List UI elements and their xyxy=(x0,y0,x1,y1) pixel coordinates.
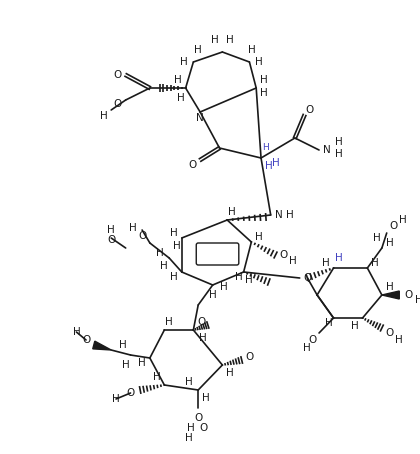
Text: H: H xyxy=(165,317,173,327)
Text: H: H xyxy=(202,393,210,403)
Text: O: O xyxy=(114,99,122,109)
Text: O: O xyxy=(194,413,202,423)
Text: H: H xyxy=(386,238,394,248)
Text: O: O xyxy=(126,388,135,398)
Text: H: H xyxy=(228,207,236,217)
Polygon shape xyxy=(382,291,399,299)
Text: H: H xyxy=(220,282,228,292)
Text: H: H xyxy=(386,282,394,292)
Text: H: H xyxy=(185,433,192,443)
Text: O: O xyxy=(245,352,254,362)
Text: H: H xyxy=(302,343,310,353)
Text: H: H xyxy=(235,272,243,282)
FancyBboxPatch shape xyxy=(196,243,239,265)
Text: H: H xyxy=(395,335,403,345)
Text: H: H xyxy=(153,372,160,382)
Text: H: H xyxy=(262,143,269,153)
Text: H: H xyxy=(260,75,268,85)
Text: O: O xyxy=(305,105,313,115)
Text: O: O xyxy=(199,423,207,433)
Text: H: H xyxy=(249,45,256,55)
Text: H: H xyxy=(180,57,188,67)
Text: H: H xyxy=(272,158,279,168)
Text: H: H xyxy=(107,225,115,235)
Text: O: O xyxy=(389,221,398,231)
Text: H: H xyxy=(334,137,342,147)
Text: H: H xyxy=(244,275,252,285)
Text: H: H xyxy=(286,210,294,220)
Text: H: H xyxy=(255,232,263,242)
Text: H: H xyxy=(173,241,181,251)
Text: O: O xyxy=(303,273,312,283)
Text: H: H xyxy=(186,423,194,433)
Text: Abs: Abs xyxy=(208,249,227,259)
Text: H: H xyxy=(129,223,137,233)
Text: H: H xyxy=(199,333,207,343)
Text: O: O xyxy=(386,328,394,338)
Text: H: H xyxy=(399,215,407,225)
Text: H: H xyxy=(119,340,127,350)
Text: H: H xyxy=(289,256,297,266)
Text: O: O xyxy=(82,335,90,345)
Text: H: H xyxy=(170,272,178,282)
Text: H: H xyxy=(100,111,108,121)
Text: H: H xyxy=(226,368,234,378)
Text: O: O xyxy=(188,160,197,170)
Text: O: O xyxy=(138,231,146,241)
Text: N: N xyxy=(275,210,282,220)
Text: H: H xyxy=(351,321,359,331)
Text: H: H xyxy=(194,45,202,55)
Text: O: O xyxy=(308,335,316,345)
Text: H: H xyxy=(334,253,342,263)
Text: H: H xyxy=(211,35,218,45)
Text: H: H xyxy=(265,161,273,171)
Text: H: H xyxy=(122,360,129,370)
Text: O: O xyxy=(279,250,287,260)
Text: H: H xyxy=(415,295,420,305)
Text: H: H xyxy=(160,261,168,271)
Text: H: H xyxy=(138,358,146,368)
Text: H: H xyxy=(177,93,185,103)
Text: H: H xyxy=(156,248,163,258)
Text: H: H xyxy=(174,75,182,85)
Text: O: O xyxy=(114,70,122,80)
Text: H: H xyxy=(334,149,342,159)
Text: N: N xyxy=(196,113,204,123)
Text: H: H xyxy=(226,35,234,45)
Text: H: H xyxy=(170,228,178,238)
Text: O: O xyxy=(197,317,205,327)
Text: H: H xyxy=(73,327,80,337)
Text: H: H xyxy=(112,394,120,404)
Polygon shape xyxy=(93,341,111,350)
Text: H: H xyxy=(373,233,381,243)
Text: H: H xyxy=(260,88,268,98)
Text: H: H xyxy=(209,290,217,300)
Text: O: O xyxy=(107,235,116,245)
Text: H: H xyxy=(371,258,379,268)
Text: H: H xyxy=(255,57,263,67)
Text: N: N xyxy=(323,145,331,155)
Text: H: H xyxy=(185,377,192,387)
Text: H: H xyxy=(325,318,333,328)
Text: O: O xyxy=(405,290,413,300)
Text: H: H xyxy=(322,258,330,268)
